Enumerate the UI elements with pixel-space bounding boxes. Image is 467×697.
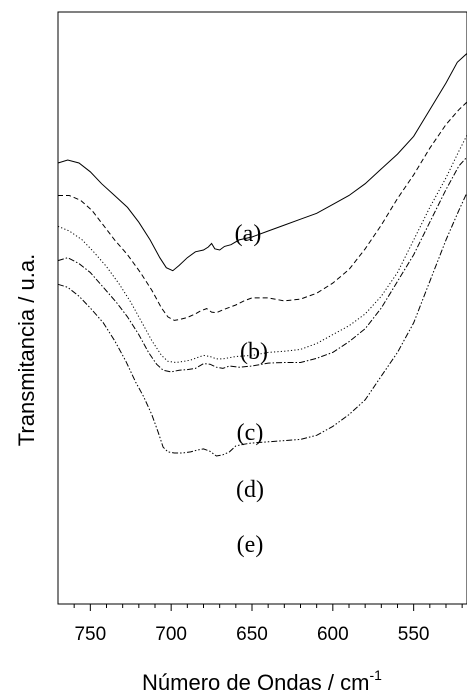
spectrum-curve-d	[57, 156, 467, 373]
x-axis-title-text: Número de Ondas / cm	[142, 670, 369, 695]
x-tick-label-600: 600	[317, 624, 349, 645]
curve-labels-group: (a) (b) (c) (d) (e)	[235, 221, 268, 558]
plot-frame	[57, 11, 467, 605]
curve-label-d: (d)	[236, 477, 264, 503]
x-tick-label-650: 650	[236, 624, 268, 645]
y-axis-title: Transmitancia / u.a.	[14, 254, 39, 446]
x-axis-title: Número de Ondas / cm-1	[142, 667, 382, 695]
curve-label-e: (e)	[237, 532, 264, 558]
curve-label-a: (a)	[235, 221, 262, 247]
x-tick-label-750: 750	[74, 624, 106, 645]
x-axis-title-exponent: -1	[369, 667, 382, 683]
x-axis-ticks: 750 700 650 600 550	[73, 604, 463, 645]
x-tick-label-550: 550	[398, 624, 430, 645]
curve-label-b: (b)	[240, 339, 268, 365]
spectrum-curve-a	[57, 53, 467, 272]
curves-group	[57, 53, 467, 457]
x-tick-label-700: 700	[155, 624, 187, 645]
spectrum-curve-c	[57, 134, 467, 364]
curve-label-c: (c)	[237, 420, 264, 446]
spectrum-curve-e	[57, 192, 467, 457]
spectrum-curve-b	[58, 101, 467, 321]
